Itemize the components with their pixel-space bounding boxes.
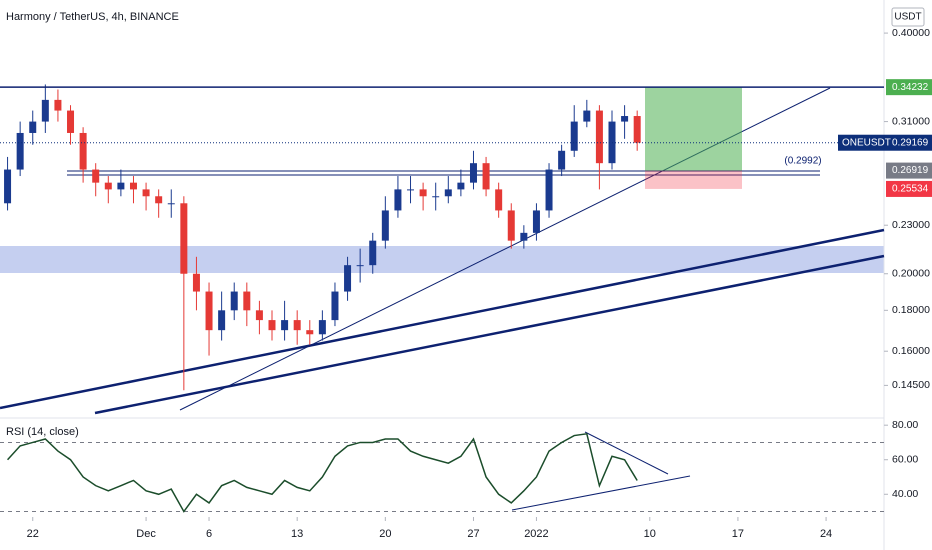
y-tick-label: 40.00 [892, 488, 918, 500]
candle-body [281, 320, 289, 331]
candle-body [507, 210, 515, 241]
rsi-line [7, 432, 638, 513]
price-label-bg [838, 134, 932, 151]
candle-body [155, 196, 163, 204]
x-tick-label: Dec [136, 528, 156, 540]
candle-body [306, 330, 314, 335]
price-label-bg [886, 162, 932, 179]
candle-body [180, 203, 188, 274]
candle-body [621, 116, 629, 122]
candle-body [331, 291, 339, 321]
candle-body [545, 169, 553, 211]
candle-body [595, 110, 603, 164]
symbol-label: ONEUSDT [842, 137, 891, 148]
candle-body [469, 163, 477, 183]
x-tick-label: 6 [206, 528, 212, 540]
trendline [94, 254, 885, 415]
x-tick-label: 24 [820, 528, 832, 540]
candle-body [558, 150, 566, 170]
price-label-bg [886, 79, 932, 96]
rsi-title: RSI (14, close) [6, 426, 79, 438]
x-tick-label: 13 [291, 528, 303, 540]
price-label: 0.34232 [892, 82, 929, 93]
candle-body [520, 232, 528, 241]
price-label: 0.29169 [892, 137, 929, 148]
candle-body [633, 116, 641, 143]
y-tick-label: 0.14500 [892, 379, 930, 391]
candle-body [218, 310, 226, 331]
candle-body [318, 320, 326, 335]
candle-body [482, 163, 490, 190]
rsi-trendline [584, 431, 669, 475]
candle-body [167, 203, 175, 205]
x-tick-label: 10 [644, 528, 656, 540]
annotation: (0.2992) [784, 156, 821, 167]
candle-body [432, 196, 440, 198]
candle-body [4, 169, 12, 204]
chart-title: Harmony / TetherUS, 4h, BINANCE [6, 11, 179, 23]
candle-body [104, 182, 112, 190]
candle-body [54, 99, 62, 111]
y-tick-label: 60.00 [892, 454, 918, 466]
candle-body [129, 182, 137, 190]
x-tick-label: 27 [467, 528, 479, 540]
candle-body [570, 121, 578, 151]
candle-body [67, 110, 75, 133]
candle-body [293, 320, 301, 331]
candle-body [41, 99, 49, 122]
candle-body [205, 291, 213, 331]
rsi-trendline [511, 475, 691, 511]
unit-box [891, 7, 925, 27]
candle-body [243, 291, 251, 311]
candle-body [230, 291, 238, 311]
candle-body [16, 132, 24, 170]
candle-body [192, 273, 200, 292]
y-tick-label: 0.40000 [892, 27, 930, 39]
support-zone [0, 246, 884, 273]
candle-body [29, 121, 37, 133]
y-tick-label: 0.23000 [892, 219, 930, 231]
candle-body [255, 310, 263, 321]
x-tick-label: 2022 [524, 528, 548, 540]
y-tick-label: 0.18000 [892, 304, 930, 316]
price-label-bg [886, 180, 932, 197]
x-tick-label: 17 [732, 528, 744, 540]
candle-body [381, 210, 389, 241]
candle-body [79, 132, 87, 170]
candle-body [356, 265, 364, 267]
candle-body [583, 110, 591, 122]
candle-body [419, 189, 427, 197]
candle-body [142, 189, 150, 197]
candle-body [92, 169, 100, 183]
y-tick-label: 80.00 [892, 419, 918, 431]
y-tick-label: 0.20000 [892, 268, 930, 280]
target-box [645, 87, 742, 171]
candle-body [344, 265, 352, 292]
unit-label: USDT [894, 12, 921, 23]
candle-body [268, 320, 276, 331]
candle-body [369, 240, 377, 266]
x-tick-label: 20 [379, 528, 391, 540]
candle-body [495, 189, 503, 211]
y-tick-label: 0.16000 [892, 345, 930, 357]
stop-box [645, 170, 742, 189]
y-tick-label: 0.31000 [892, 115, 930, 127]
trendline [0, 228, 885, 410]
candle-body [532, 210, 540, 233]
candle-body [444, 189, 452, 197]
x-tick-label: 22 [27, 528, 39, 540]
candle-body [457, 182, 465, 190]
price-label: 0.26919 [892, 165, 929, 176]
candle-body [117, 182, 125, 190]
candle-body [394, 189, 402, 211]
price-label: 0.25534 [892, 184, 929, 195]
candle-body [407, 189, 415, 191]
